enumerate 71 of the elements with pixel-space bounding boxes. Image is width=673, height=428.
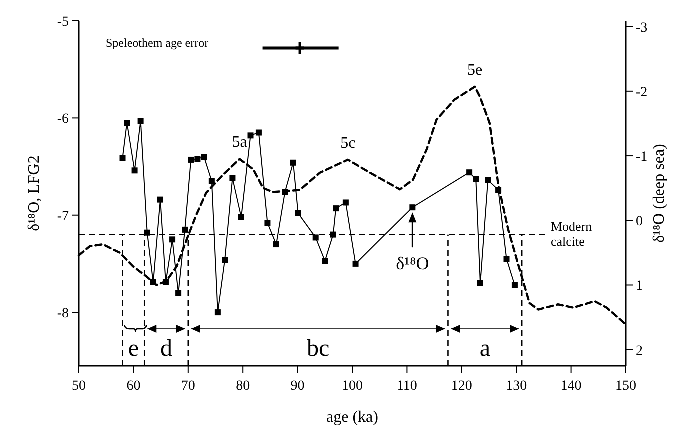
point xyxy=(214,310,221,316)
ref-line-label: Modern calcite xyxy=(551,218,593,249)
point xyxy=(295,210,302,216)
y2-tick-label: 2 xyxy=(636,344,643,359)
point xyxy=(342,200,349,206)
point xyxy=(144,230,150,236)
point xyxy=(290,160,296,166)
point xyxy=(238,214,244,220)
point xyxy=(466,170,473,176)
point xyxy=(158,196,164,203)
y2-axis-title: δ¹⁸O (deep sea) xyxy=(651,144,668,243)
x-tick-label: 140 xyxy=(560,379,582,394)
x-tick-label: 120 xyxy=(451,379,472,394)
point xyxy=(512,282,518,288)
point xyxy=(132,168,138,174)
annotation: 5c xyxy=(340,134,356,152)
annotation: bc xyxy=(306,336,330,362)
annotation: d xyxy=(160,336,173,362)
point xyxy=(170,236,176,243)
point xyxy=(410,204,416,211)
point xyxy=(208,178,215,184)
y-tick-label: -8 xyxy=(57,306,69,322)
y2-tick-label: 0 xyxy=(636,214,643,230)
point xyxy=(176,290,182,296)
point xyxy=(322,258,328,264)
x-tick-label: 130 xyxy=(506,379,528,394)
annotation: δ¹⁸O xyxy=(396,254,430,274)
point xyxy=(478,280,484,286)
point xyxy=(194,156,201,162)
y-axis-title: δ¹⁸O, LFG2 xyxy=(26,156,43,232)
y-tick-label: -7 xyxy=(57,209,69,224)
point xyxy=(222,257,228,264)
y2-tick-label: 1 xyxy=(636,279,643,294)
point xyxy=(473,176,480,182)
x-tick-label: 50 xyxy=(72,379,86,394)
point xyxy=(230,175,236,182)
annotation: 5a xyxy=(232,134,248,151)
x-tick-label: 60 xyxy=(126,379,141,394)
x-axis-title: age (ka) xyxy=(326,409,378,426)
point xyxy=(256,130,262,136)
x-tick-label: 70 xyxy=(181,379,196,394)
point xyxy=(201,154,208,160)
point xyxy=(485,177,492,184)
point xyxy=(138,118,144,124)
y-tick-label: -6 xyxy=(57,112,69,128)
y2-tick-label: -1 xyxy=(636,150,648,166)
point xyxy=(273,242,280,248)
annotation: 5e xyxy=(467,62,483,80)
point xyxy=(352,260,359,267)
point xyxy=(124,120,130,126)
point xyxy=(312,234,319,241)
annotation: a xyxy=(480,336,491,362)
point xyxy=(296,42,304,54)
y2-tick-label: -2 xyxy=(636,85,648,100)
x-tick-label: 100 xyxy=(342,379,363,394)
point xyxy=(188,156,194,163)
y-tick-label: -5 xyxy=(57,15,69,30)
x-tick-label: 110 xyxy=(396,379,418,394)
point xyxy=(248,132,254,139)
annotation: Speleothem age error xyxy=(106,36,209,50)
point xyxy=(333,206,340,212)
point xyxy=(330,232,336,238)
point xyxy=(264,220,271,226)
point xyxy=(120,155,126,162)
x-tick-label: 150 xyxy=(616,379,636,394)
y2-tick-label: -3 xyxy=(636,20,648,36)
x-tick-label: 80 xyxy=(236,379,250,394)
point xyxy=(504,256,510,262)
x-tick-label: 90 xyxy=(290,379,305,394)
annotation: e xyxy=(128,336,140,362)
point xyxy=(182,226,188,233)
